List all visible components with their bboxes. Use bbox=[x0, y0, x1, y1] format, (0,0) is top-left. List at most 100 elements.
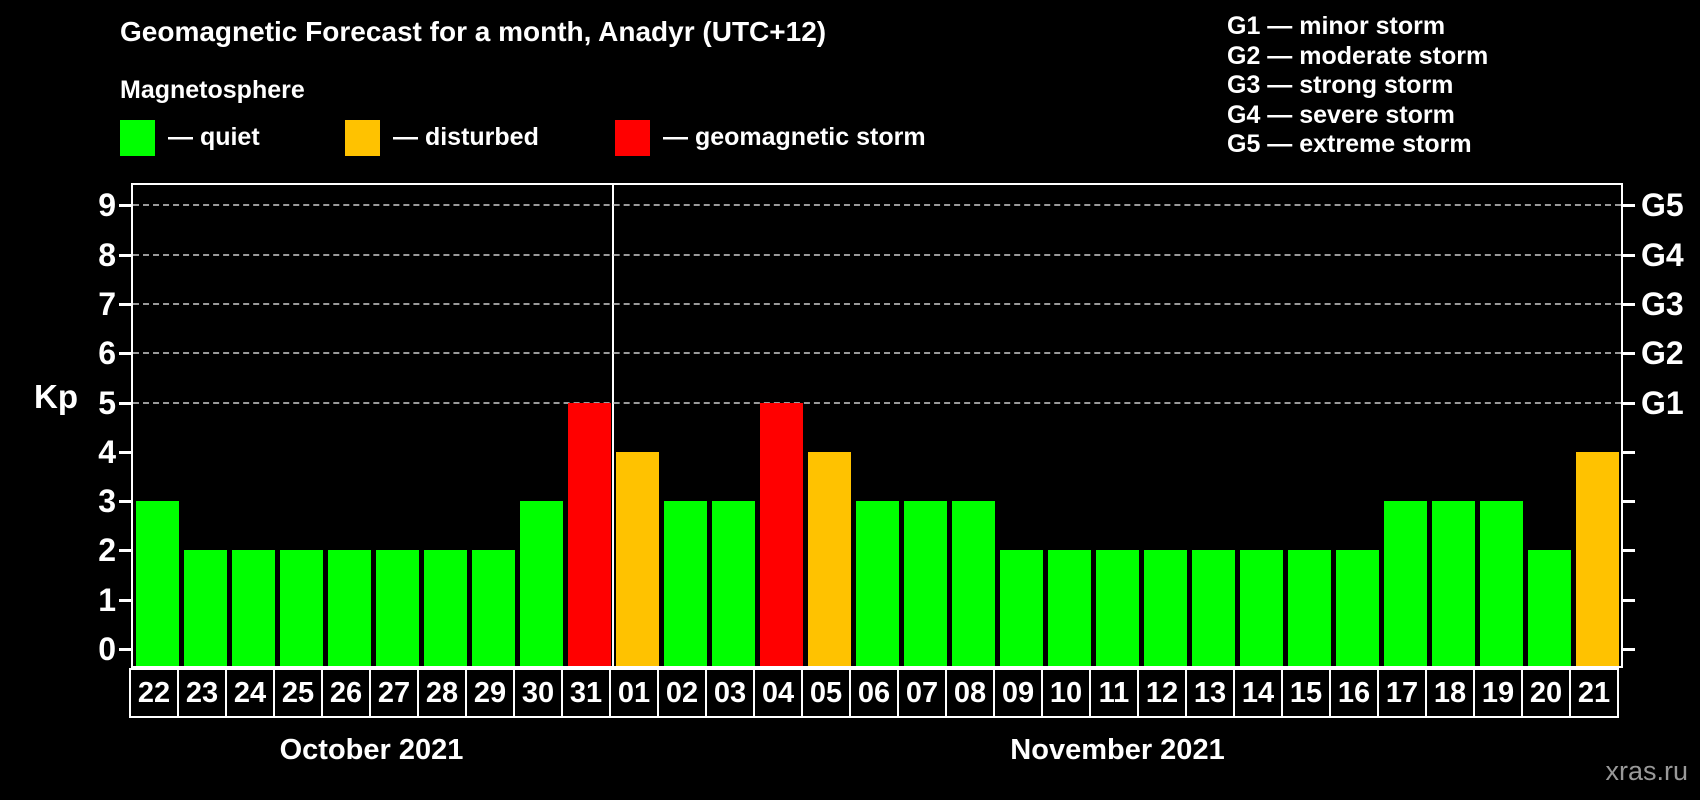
day-label-row: 22 23 24 25 26 27 28 29 30 31 01 02 03 04 05 06 07 08 09 10… bbox=[129, 668, 1625, 720]
month-label-october: October 2021 bbox=[279, 734, 464, 766]
gridline-kp6 bbox=[133, 352, 1621, 355]
left-tick-kp6 bbox=[119, 352, 131, 356]
y-tick-label-9: 9 bbox=[98, 187, 116, 224]
kp-bar-day-02 bbox=[663, 501, 707, 666]
left-tick-kp4 bbox=[119, 450, 131, 454]
day-cell-14: 14 bbox=[1233, 668, 1283, 718]
left-tick-kp0 bbox=[119, 648, 131, 651]
kp-bar-day-22 bbox=[135, 501, 179, 666]
kp-bar-day-17 bbox=[1383, 501, 1427, 666]
right-tick-kp0 bbox=[1623, 648, 1635, 651]
storm-scale-legend: G1 — minor storm G2 — moderate storm G3 … bbox=[1227, 12, 1488, 160]
right-axis-label-g5: G5 bbox=[1641, 187, 1684, 224]
y-tick-label-7: 7 bbox=[98, 285, 116, 322]
day-cell-18: 18 bbox=[1425, 668, 1475, 718]
kp-bar-day-13 bbox=[1191, 550, 1235, 666]
day-cell-22: 22 bbox=[129, 668, 179, 718]
kp-bar-day-21 bbox=[1575, 451, 1619, 666]
chart-title: Geomagnetic Forecast for a month, Anadyr… bbox=[120, 16, 827, 47]
right-tick-kp8 bbox=[1623, 253, 1635, 257]
storm-color-swatch bbox=[615, 119, 650, 156]
gridline-kp5 bbox=[133, 401, 1621, 404]
kp-bar-day-20 bbox=[1527, 550, 1571, 666]
day-cell-03: 03 bbox=[705, 668, 755, 718]
right-axis-label-g1: G1 bbox=[1641, 384, 1684, 421]
right-tick-kp3 bbox=[1623, 500, 1635, 504]
kp-bar-day-31 bbox=[567, 402, 611, 666]
day-cell-20: 20 bbox=[1521, 668, 1571, 718]
kp-bar-day-16 bbox=[1335, 550, 1379, 666]
kp-bar-day-25 bbox=[279, 550, 323, 666]
right-tick-kp1 bbox=[1623, 598, 1635, 602]
kp-bar-day-29 bbox=[471, 550, 515, 666]
day-cell-06: 06 bbox=[849, 668, 899, 718]
kp-bar-day-06 bbox=[855, 501, 899, 666]
left-tick-kp5 bbox=[119, 401, 131, 405]
day-cell-21: 21 bbox=[1569, 668, 1619, 718]
kp-bar-day-14 bbox=[1239, 550, 1283, 666]
left-tick-kp8 bbox=[119, 253, 131, 257]
y-tick-label-5: 5 bbox=[98, 384, 116, 421]
kp-bar-day-24 bbox=[231, 550, 275, 666]
kp-bar-day-07 bbox=[903, 501, 947, 666]
right-tick-kp9 bbox=[1623, 204, 1635, 208]
day-cell-04: 04 bbox=[753, 668, 803, 718]
day-cell-17: 17 bbox=[1377, 668, 1427, 718]
kp-bar-day-27 bbox=[375, 550, 419, 666]
month-label-november: November 2021 bbox=[1010, 734, 1225, 766]
right-axis-label-g2: G2 bbox=[1641, 335, 1684, 372]
right-axis-label-g4: G4 bbox=[1641, 236, 1684, 273]
y-tick-label-1: 1 bbox=[98, 581, 116, 618]
storm-scale-g3: G3 — strong storm bbox=[1227, 71, 1454, 99]
watermark: xras.ru bbox=[1605, 756, 1688, 786]
right-axis-label-g3: G3 bbox=[1641, 285, 1684, 322]
day-cell-11: 11 bbox=[1089, 668, 1139, 718]
legend-item-quiet: — quiet bbox=[120, 119, 260, 156]
day-cell-15: 15 bbox=[1281, 668, 1331, 718]
day-cell-19: 19 bbox=[1473, 668, 1523, 718]
right-tick-kp7 bbox=[1623, 302, 1635, 306]
day-cell-23: 23 bbox=[177, 668, 227, 718]
right-tick-kp6 bbox=[1623, 352, 1635, 356]
day-cell-12: 12 bbox=[1137, 668, 1187, 718]
right-tick-kp4 bbox=[1623, 450, 1635, 454]
day-cell-29: 29 bbox=[465, 668, 515, 718]
day-cell-25: 25 bbox=[273, 668, 323, 718]
y-tick-label-8: 8 bbox=[98, 236, 116, 273]
legend-label-storm: — geomagnetic storm bbox=[663, 123, 926, 151]
month-separator-line bbox=[612, 185, 614, 666]
left-tick-kp1 bbox=[119, 598, 131, 602]
storm-scale-g5: G5 — extreme storm bbox=[1227, 130, 1472, 158]
legend-item-disturbed: — disturbed bbox=[345, 119, 539, 156]
kp-bar-day-04 bbox=[759, 402, 803, 666]
day-cell-10: 10 bbox=[1041, 668, 1091, 718]
kp-bar-day-03 bbox=[711, 501, 755, 666]
day-cell-26: 26 bbox=[321, 668, 371, 718]
legend-item-storm: — geomagnetic storm bbox=[615, 119, 926, 156]
right-tick-kp2 bbox=[1623, 549, 1635, 553]
day-cell-24: 24 bbox=[225, 668, 275, 718]
plot-area bbox=[131, 183, 1623, 668]
kp-bar-day-15 bbox=[1287, 550, 1331, 666]
legend-label-disturbed: — disturbed bbox=[393, 123, 539, 151]
kp-bar-day-12 bbox=[1143, 550, 1187, 666]
storm-scale-g2: G2 — moderate storm bbox=[1227, 41, 1489, 70]
kp-bar-day-28 bbox=[423, 550, 467, 666]
disturbed-color-swatch bbox=[345, 119, 380, 156]
kp-bar-day-05 bbox=[807, 451, 851, 666]
legend-label-quiet: — quiet bbox=[168, 123, 260, 151]
kp-bar-day-23 bbox=[183, 550, 227, 666]
left-tick-kp7 bbox=[119, 302, 131, 306]
left-tick-kp2 bbox=[119, 549, 131, 553]
kp-bar-day-10 bbox=[1047, 550, 1091, 666]
kp-bar-day-18 bbox=[1431, 501, 1475, 666]
day-cell-13: 13 bbox=[1185, 668, 1235, 718]
y-tick-label-2: 2 bbox=[98, 532, 116, 569]
kp-bar-day-08 bbox=[951, 501, 995, 666]
day-cell-28: 28 bbox=[417, 668, 467, 718]
right-tick-kp5 bbox=[1623, 401, 1635, 405]
y-axis-label: Kp bbox=[34, 378, 78, 415]
y-tick-label-0: 0 bbox=[98, 631, 116, 667]
day-cell-07: 07 bbox=[897, 668, 947, 718]
